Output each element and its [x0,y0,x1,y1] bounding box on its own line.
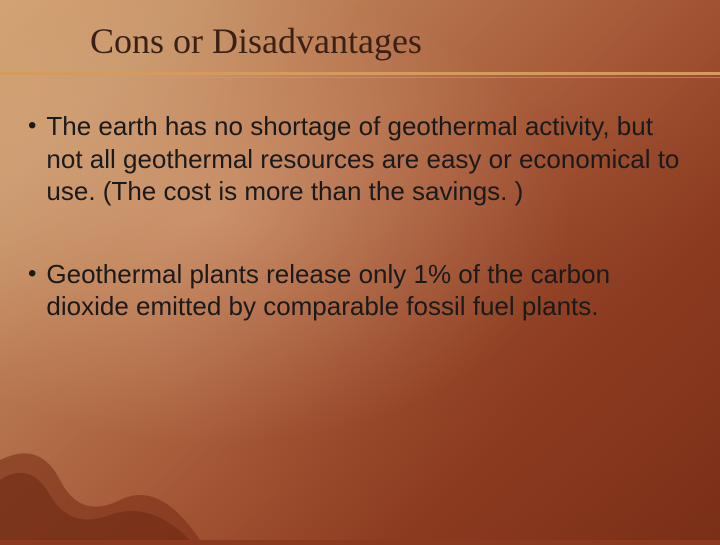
bullet-marker: • [28,110,36,141]
bullet-item: • The earth has no shortage of geotherma… [28,110,680,208]
slide-header: Cons or Disadvantages [0,0,720,70]
bullet-marker: • [28,258,36,289]
corner-decoration [0,340,200,540]
slide-content: • The earth has no shortage of geotherma… [0,70,720,323]
bullet-text: Geothermal plants release only 1% of the… [46,258,680,323]
slide-title: Cons or Disadvantages [90,20,720,62]
slide-container: Cons or Disadvantages • The earth has no… [0,0,720,540]
bullet-item: • Geothermal plants release only 1% of t… [28,258,680,323]
bullet-text: The earth has no shortage of geothermal … [46,110,680,208]
